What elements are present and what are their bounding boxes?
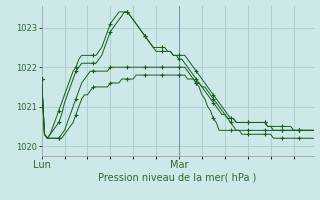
X-axis label: Pression niveau de la mer( hPa ): Pression niveau de la mer( hPa ) [99,173,257,183]
